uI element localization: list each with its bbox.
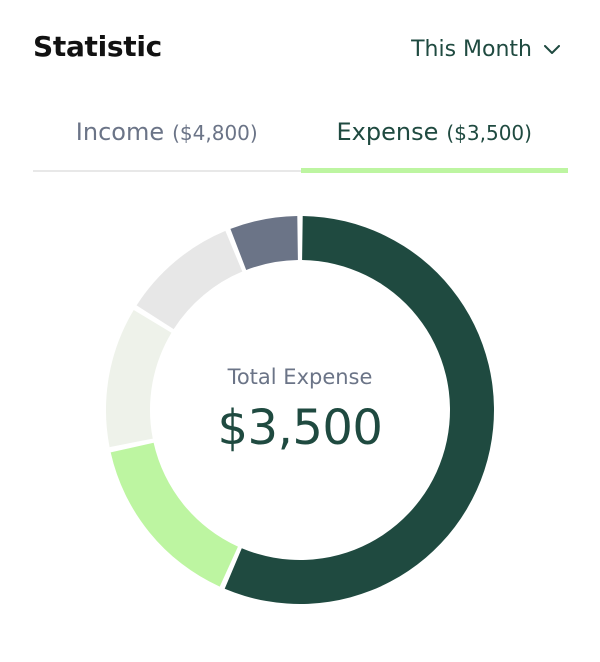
donut-slice-1[interactable] <box>224 216 494 604</box>
tab-expense-label: Expense <box>336 118 439 146</box>
tab-income-label: Income <box>75 118 165 146</box>
period-dropdown[interactable]: This Month <box>411 37 560 62</box>
tab-expense[interactable]: Expense ($3,500) <box>300 108 569 173</box>
total-expense-label: Total Expense <box>227 365 373 389</box>
donut-svg <box>105 216 494 604</box>
expense-donut-chart: Total Expense $3,500 <box>100 210 500 610</box>
tab-bar: Income ($4,800) Expense ($3,500) <box>33 108 569 173</box>
tab-income[interactable]: Income ($4,800) <box>33 108 301 170</box>
donut-slice-2[interactable] <box>110 442 238 587</box>
tab-income-amount: ($4,800) <box>172 121 258 145</box>
tab-expense-amount: ($3,500) <box>446 121 532 145</box>
page-title: Statistic <box>33 30 162 63</box>
chevron-down-icon <box>544 44 560 55</box>
total-expense-value: $3,500 <box>217 400 383 456</box>
donut-slice-3[interactable] <box>105 310 172 448</box>
donut-slice-4[interactable] <box>136 230 243 330</box>
donut-slice-5[interactable] <box>230 216 298 270</box>
period-label: This Month <box>411 37 532 62</box>
